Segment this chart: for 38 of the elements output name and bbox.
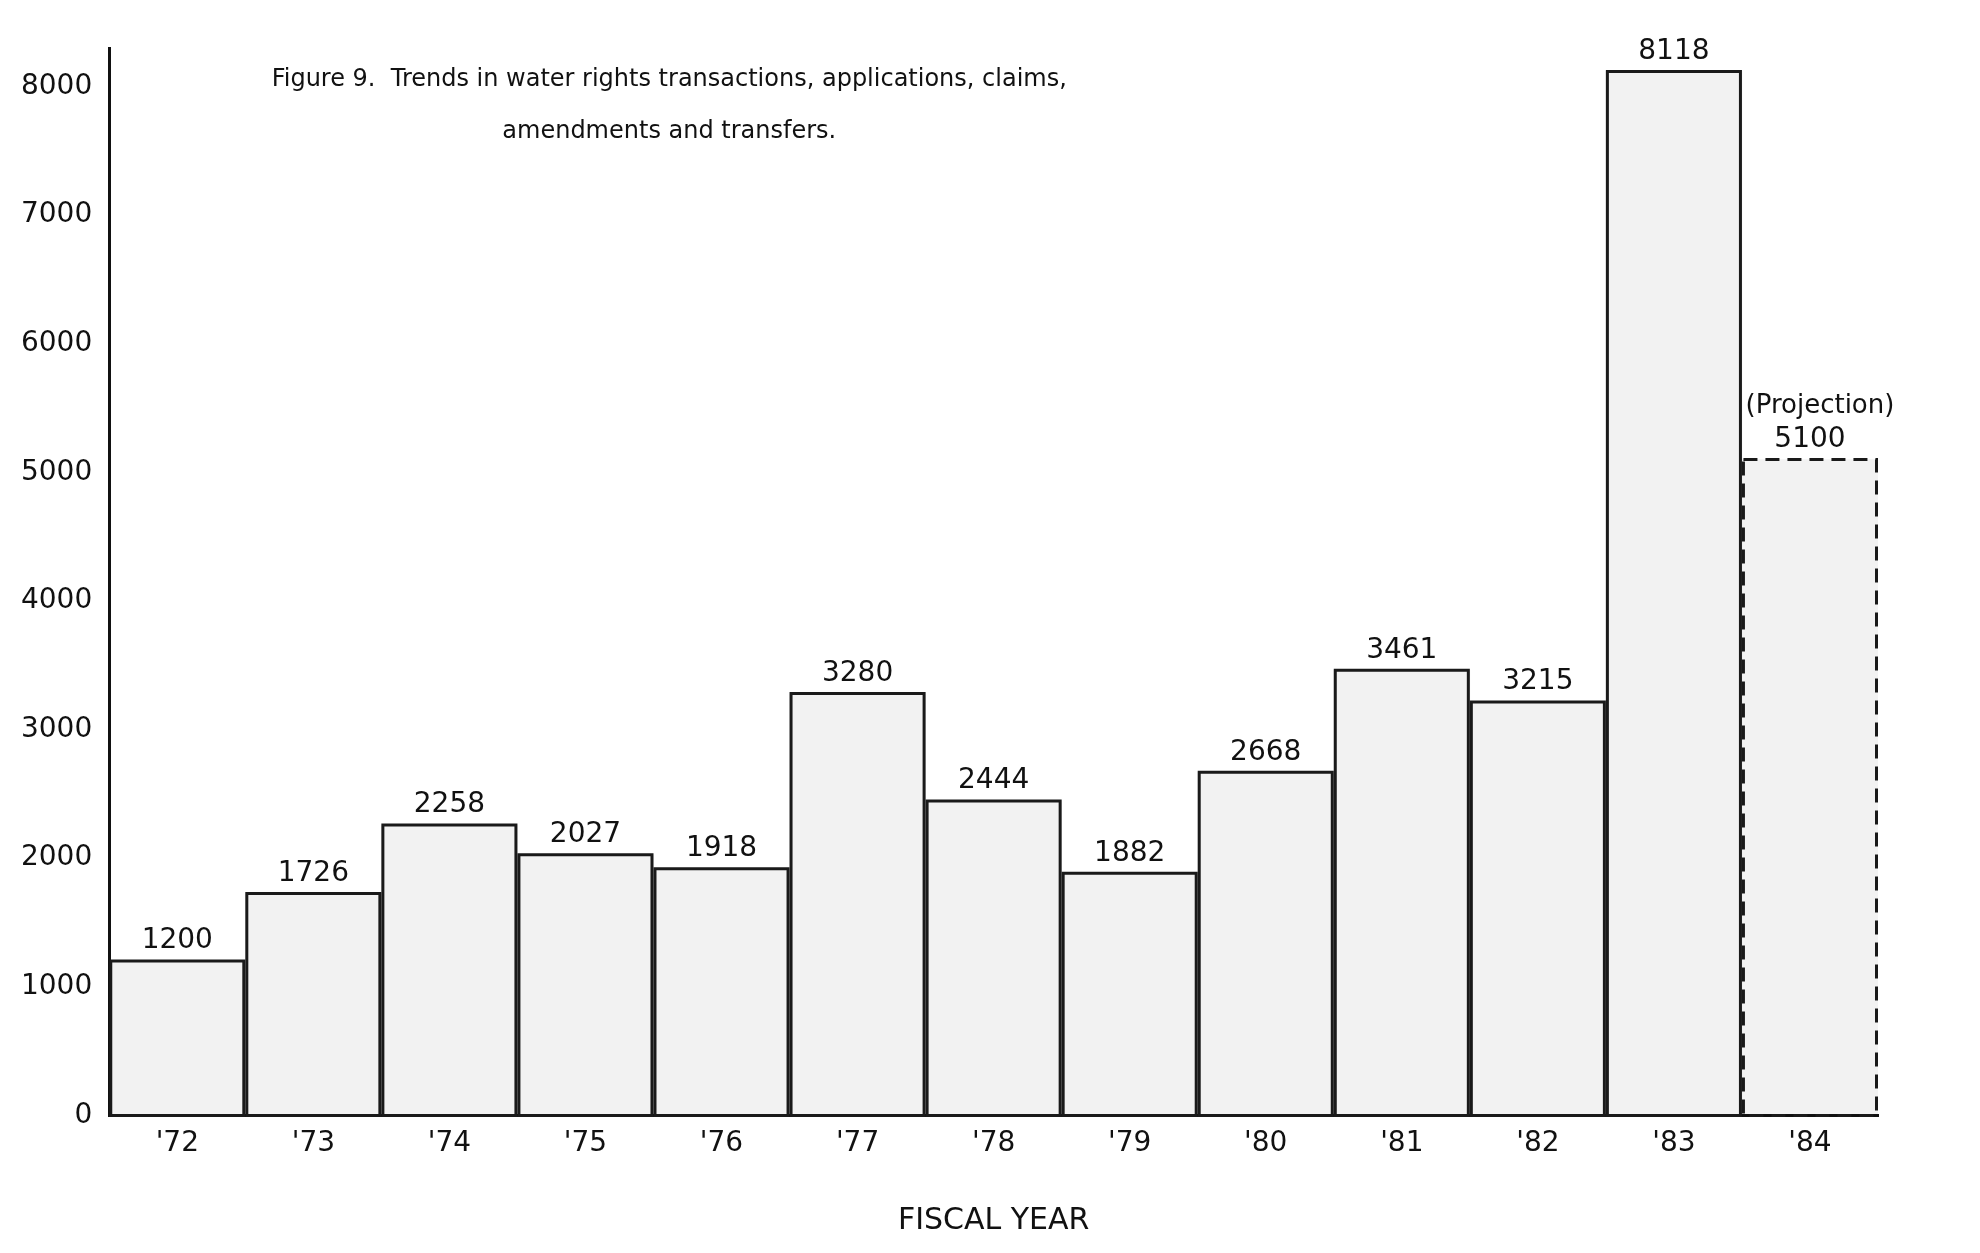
x-tick-label: '75: [563, 1125, 608, 1159]
x-tick-label: '80: [1244, 1125, 1288, 1159]
data-label: 5100: [1774, 420, 1846, 454]
x-tick-label: '79: [1108, 1125, 1152, 1159]
data-label: 2668: [1230, 733, 1302, 767]
x-tick-label: '82: [1516, 1125, 1560, 1159]
data-label: 1200: [141, 922, 213, 956]
data-label: 1918: [685, 830, 758, 864]
x-tick-label: '77: [835, 1125, 880, 1159]
x-tick-label: '76: [699, 1125, 744, 1159]
y-tick-label: 2000: [20, 839, 93, 873]
data-label: 3280: [821, 654, 894, 688]
y-tick-label: 4000: [20, 582, 93, 616]
data-label: 3461: [1366, 631, 1438, 665]
x-axis-title: FISCAL YEAR: [897, 1200, 1090, 1236]
data-label: 8118: [1638, 32, 1710, 66]
y-tick-label: 8000: [20, 67, 93, 101]
y-tick-label: 6000: [20, 325, 93, 359]
data-label: 2027: [549, 816, 622, 849]
x-tick-label: '83: [1652, 1125, 1696, 1159]
x-tick-label: '73: [291, 1125, 336, 1159]
y-tick-label: 7000: [20, 196, 93, 230]
y-tick-label: 1000: [20, 968, 93, 1002]
data-label: 1882: [1094, 834, 1166, 868]
y-tick-label: 0: [74, 1096, 93, 1130]
x-tick-label: '81: [1380, 1125, 1424, 1159]
y-tick-label: 5000: [20, 453, 93, 487]
x-tick-label: '74: [427, 1125, 472, 1159]
data-label: 2258: [413, 786, 486, 820]
y-tick-label: 3000: [20, 710, 93, 744]
data-label: 1726: [277, 854, 349, 888]
x-tick-label: '84: [1788, 1125, 1832, 1159]
x-tick-label: '72: [155, 1125, 199, 1159]
data-label: 3215: [1502, 663, 1574, 697]
x-tick-label: '78: [971, 1125, 1016, 1159]
text: Figure 9. Trends in water rights transactions, applications, claims, amendments and transfers.: [271, 64, 1067, 145]
annotation: (Projection): [1745, 389, 1895, 420]
data-label: 2444: [958, 762, 1030, 796]
